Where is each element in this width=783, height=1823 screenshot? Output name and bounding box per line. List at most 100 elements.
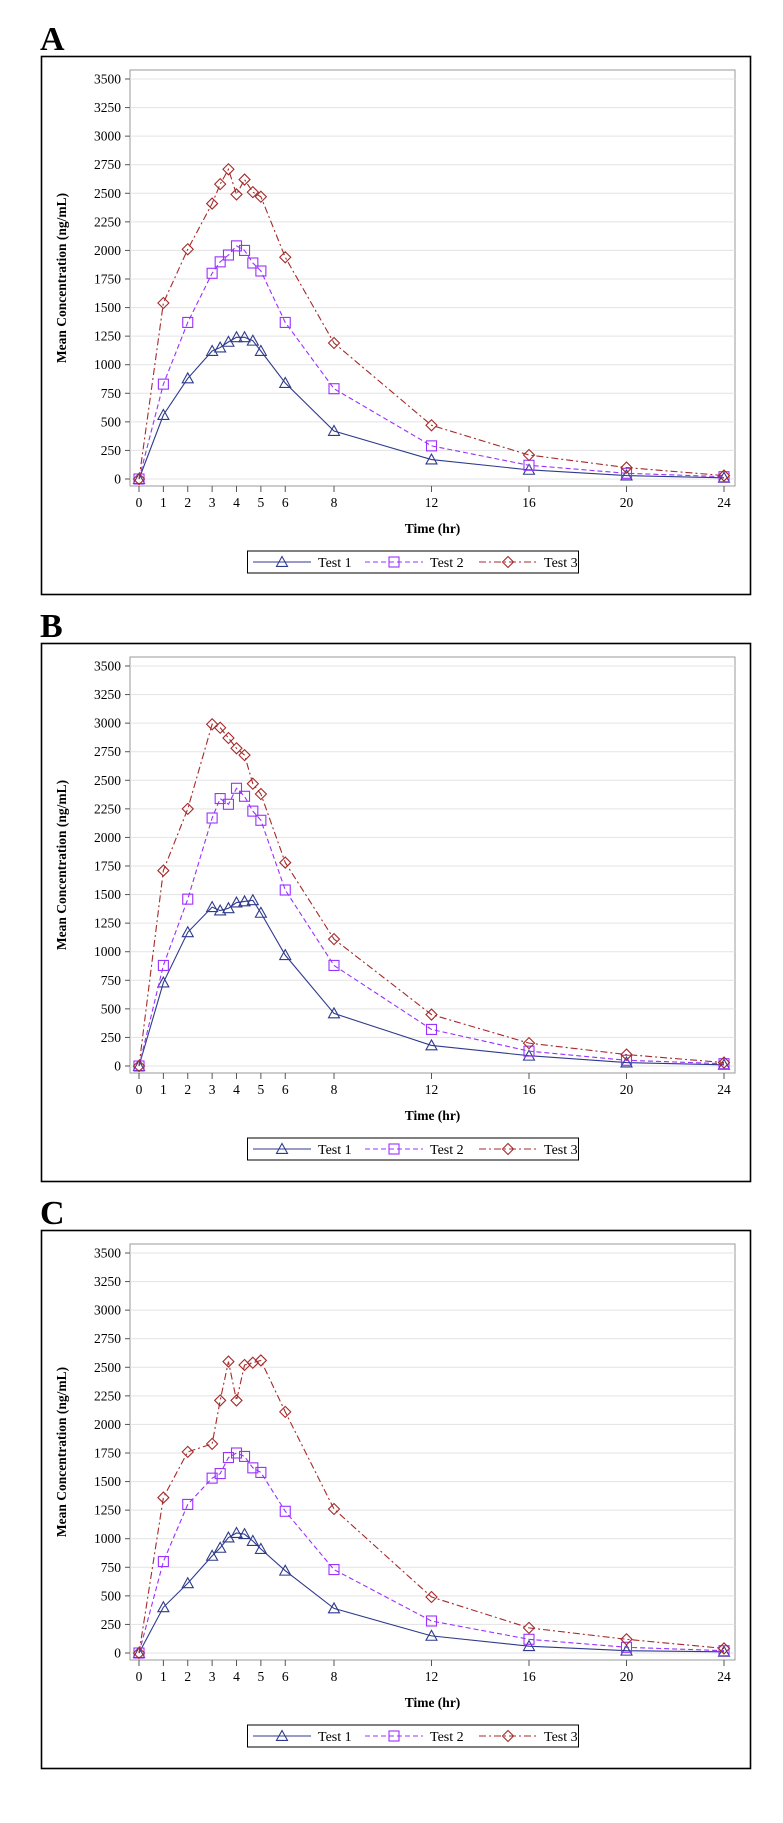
data-point: [522, 1639, 536, 1652]
y-tick-label: 3500: [94, 72, 121, 87]
data-point: [717, 1056, 731, 1069]
data-point: [222, 249, 235, 261]
data-point: [132, 472, 146, 486]
x-tick-label: 12: [425, 495, 439, 510]
legend-label: Test 1: [318, 556, 352, 571]
data-point: [213, 1394, 227, 1407]
data-point: [230, 742, 243, 755]
data-point: [278, 376, 292, 388]
data-point: [222, 901, 235, 914]
y-axis-title: Mean Concentration (ng/mL): [54, 1367, 69, 1537]
y-tick-label: 2000: [94, 1417, 121, 1432]
data-point: [238, 244, 251, 256]
legend-label: Test 1: [318, 1730, 352, 1745]
x-tick-label: 4: [233, 1082, 240, 1097]
data-point: [278, 948, 292, 961]
panel-frame: [40, 1229, 752, 1770]
legend-marker: [388, 1730, 400, 1742]
series-test-1: [132, 330, 731, 484]
x-tick-label: 0: [136, 1082, 143, 1097]
y-tick-label: 2750: [94, 157, 121, 172]
y-tick-label: 3000: [94, 129, 121, 144]
legend-label: Test 2: [430, 556, 464, 571]
data-point: [214, 1468, 226, 1480]
data-point: [205, 344, 219, 356]
plot-area: [129, 69, 736, 487]
x-axis-title: Time (hr): [405, 1108, 461, 1123]
y-tick-label: 3250: [94, 687, 121, 702]
data-point: [205, 718, 219, 731]
data-point: [522, 1621, 536, 1635]
series-line: [138, 167, 725, 480]
y-tick-label: 3250: [94, 1274, 121, 1289]
data-point: [278, 1405, 292, 1419]
data-point: [222, 1355, 235, 1368]
y-tick-label: 2250: [94, 801, 121, 816]
data-point: [246, 185, 260, 199]
panel-label: A: [40, 21, 65, 58]
x-tick-label: 6: [282, 1669, 289, 1684]
data-point: [214, 793, 226, 805]
legend-label: Test 1: [318, 1143, 352, 1158]
x-tick-label: 2: [184, 1669, 191, 1684]
data-point: [205, 197, 219, 210]
x-tick-label: 1: [160, 1669, 167, 1684]
data-point: [425, 1038, 438, 1051]
panel-frame: [40, 642, 752, 1183]
x-tick-label: 3: [209, 495, 216, 510]
x-tick-label: 5: [258, 1082, 265, 1097]
data-point: [523, 1045, 535, 1057]
data-point: [255, 1466, 267, 1478]
plot-area: [129, 656, 736, 1074]
y-axis-title: Mean Concentration (ng/mL): [54, 193, 69, 363]
data-point: [620, 1633, 633, 1646]
data-point: [425, 1023, 438, 1035]
data-point: [620, 461, 633, 474]
data-point: [181, 371, 195, 384]
x-tick-label: 2: [184, 1082, 191, 1097]
x-tick-label: 24: [717, 1082, 731, 1097]
data-point: [425, 419, 438, 432]
data-point: [182, 316, 194, 328]
data-point: [238, 790, 251, 802]
data-point: [132, 1059, 146, 1071]
y-tick-label: 0: [114, 1059, 121, 1074]
x-tick-label: 8: [331, 1669, 338, 1684]
x-tick-label: 24: [717, 1669, 731, 1684]
legend-marker: [388, 1143, 400, 1155]
y-tick-label: 2250: [94, 1388, 121, 1403]
x-tick-label: 2: [184, 495, 191, 510]
data-point: [279, 884, 291, 896]
x-tick-label: 6: [282, 1082, 289, 1097]
data-point: [213, 340, 227, 353]
series-line: [138, 1452, 725, 1654]
y-tick-label: 0: [114, 1646, 121, 1661]
data-point: [254, 190, 268, 203]
x-tick-label: 3: [209, 1669, 216, 1684]
legend-marker: [501, 1142, 515, 1156]
data-point: [327, 1502, 341, 1516]
data-point: [156, 975, 170, 988]
legend-label: Test 3: [544, 556, 578, 571]
x-axis: 0 1 2 3 4 5 6 8 12 16 20 24: [136, 1660, 731, 1684]
x-tick-label: 5: [258, 1669, 265, 1684]
legend-marker: [275, 1729, 289, 1741]
data-point: [132, 1646, 146, 1660]
x-tick-label: 12: [425, 1669, 439, 1684]
y-tick-label: 1250: [94, 329, 121, 344]
y-tick-label: 2250: [94, 214, 121, 229]
data-point: [247, 257, 259, 269]
data-point: [327, 932, 341, 946]
x-tick-label: 5: [258, 495, 265, 510]
data-point: [425, 1008, 438, 1021]
y-tick-label: 2000: [94, 243, 121, 258]
y-tick-label: 2750: [94, 1331, 121, 1346]
data-point: [327, 424, 341, 436]
panel-frame: [40, 55, 752, 596]
data-point: [328, 1564, 340, 1576]
panel-c: C025050075010001250150017502000225025002…: [40, 1195, 752, 1770]
x-tick-label: 1: [160, 1082, 167, 1097]
data-point: [246, 1534, 260, 1546]
y-axis: 0 250 500 750 1000 1250 1500 1750 2000 2250 2500 27…: [94, 72, 130, 487]
legend: Test 1 Test 2 Test 3: [247, 1724, 579, 1748]
